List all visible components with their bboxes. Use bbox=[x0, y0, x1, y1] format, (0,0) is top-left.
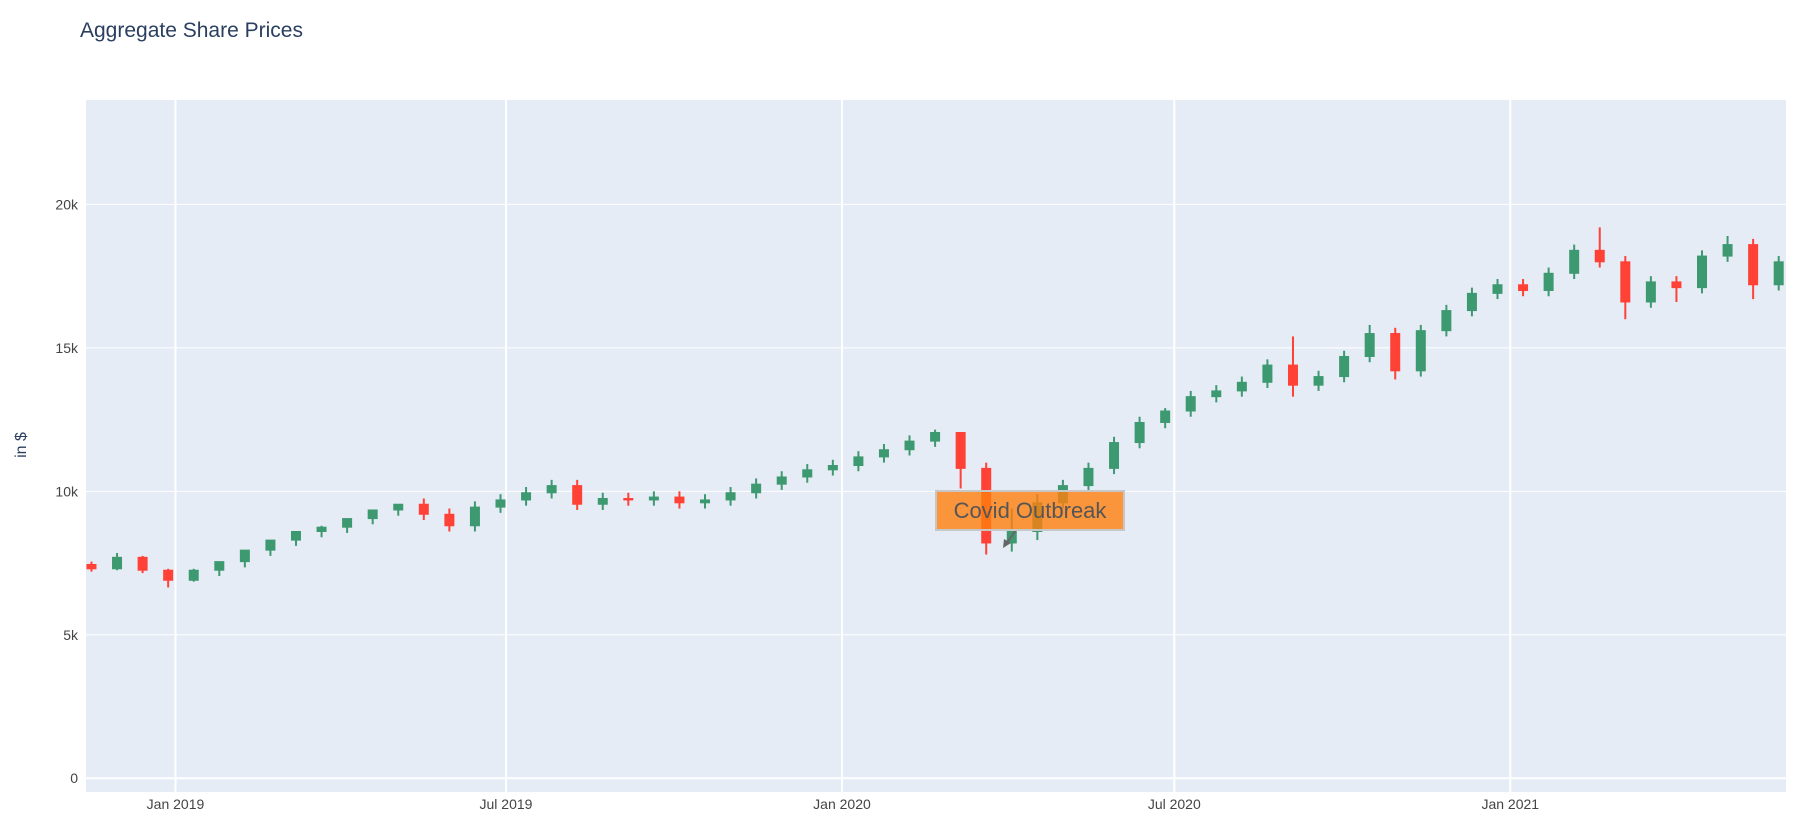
candle-body bbox=[1083, 467, 1094, 487]
candle-body bbox=[853, 456, 864, 467]
candle-body bbox=[1313, 376, 1324, 386]
candle-body bbox=[1415, 330, 1426, 372]
x-tick-label: Jan 2021 bbox=[1481, 796, 1539, 812]
x-tick-label: Jul 2020 bbox=[1148, 796, 1201, 812]
candle-body bbox=[495, 499, 506, 508]
candle-body bbox=[367, 509, 378, 520]
x-tick-label: Jan 2020 bbox=[813, 796, 871, 812]
candle-body bbox=[444, 513, 455, 527]
annotation-arrowhead bbox=[1003, 539, 1011, 548]
candle-body bbox=[1236, 381, 1247, 392]
candles bbox=[86, 227, 1784, 588]
candle-body bbox=[393, 503, 404, 511]
y-tick-label: 20k bbox=[55, 196, 79, 212]
candle-body bbox=[1441, 310, 1452, 332]
candle-body bbox=[137, 556, 148, 571]
candle-body bbox=[878, 449, 889, 458]
candle-body bbox=[1492, 284, 1503, 294]
candle-body bbox=[521, 492, 532, 501]
candle-body bbox=[1390, 333, 1401, 372]
candle-body bbox=[1697, 255, 1708, 289]
candle-body bbox=[1466, 292, 1477, 312]
candle-body bbox=[674, 496, 685, 504]
candle-body bbox=[1211, 390, 1222, 398]
candle-body bbox=[1773, 261, 1784, 286]
y-tick-label: 5k bbox=[63, 627, 79, 643]
candle-body bbox=[112, 556, 123, 570]
candle-body bbox=[1262, 364, 1273, 383]
candle-body bbox=[930, 432, 941, 442]
candle-body bbox=[1671, 281, 1682, 289]
y-tick-label: 0 bbox=[70, 770, 78, 786]
x-tick-label: Jul 2019 bbox=[480, 796, 533, 812]
candle-body bbox=[751, 483, 762, 494]
candle-body bbox=[418, 503, 429, 515]
candle-body bbox=[214, 561, 225, 571]
candle-body bbox=[1594, 249, 1605, 263]
candle-body bbox=[239, 549, 250, 563]
annotation: Covid Outbreak bbox=[935, 490, 1125, 548]
candle-body bbox=[1364, 333, 1375, 357]
candle-body bbox=[1620, 261, 1631, 303]
candle-body bbox=[86, 563, 97, 570]
annotation-text: Covid Outbreak bbox=[954, 498, 1108, 523]
candle-body bbox=[725, 492, 736, 501]
candle-body bbox=[1287, 364, 1298, 386]
candle-body bbox=[1722, 244, 1733, 257]
candle-body bbox=[290, 530, 301, 541]
candle-body bbox=[469, 506, 480, 527]
candle-body bbox=[316, 526, 327, 532]
candle-body bbox=[546, 485, 557, 494]
x-tick-label: Jan 2019 bbox=[147, 796, 205, 812]
candle-body bbox=[342, 518, 353, 528]
candle-body bbox=[776, 476, 787, 485]
y-axis-label: in $ bbox=[13, 432, 30, 458]
candle-body bbox=[700, 499, 711, 504]
candle-body bbox=[802, 469, 813, 478]
candle-body bbox=[1518, 284, 1529, 292]
candle-body bbox=[1748, 244, 1759, 286]
y-tick-label: 10k bbox=[55, 483, 79, 499]
annotation-box bbox=[935, 490, 1125, 531]
candle-body bbox=[1339, 355, 1350, 378]
candle-body bbox=[1645, 281, 1656, 303]
candle-body bbox=[904, 440, 915, 451]
candle-body bbox=[1569, 249, 1580, 274]
candle-body bbox=[827, 465, 838, 471]
candle-body bbox=[1543, 272, 1554, 292]
candle-body bbox=[1185, 396, 1196, 412]
candle-body bbox=[572, 485, 583, 505]
candle-body bbox=[955, 432, 966, 469]
candle-body bbox=[163, 569, 174, 581]
candle-body bbox=[1109, 442, 1120, 469]
candle-body bbox=[597, 498, 608, 505]
chart-title: Aggregate Share Prices bbox=[80, 19, 303, 42]
candle-body bbox=[1160, 410, 1171, 423]
candle-body bbox=[648, 496, 659, 501]
candle-body bbox=[1134, 421, 1145, 444]
candle-body bbox=[265, 539, 276, 551]
candle-body bbox=[188, 569, 199, 581]
candle-body bbox=[623, 498, 634, 501]
y-tick-label: 15k bbox=[55, 340, 79, 356]
